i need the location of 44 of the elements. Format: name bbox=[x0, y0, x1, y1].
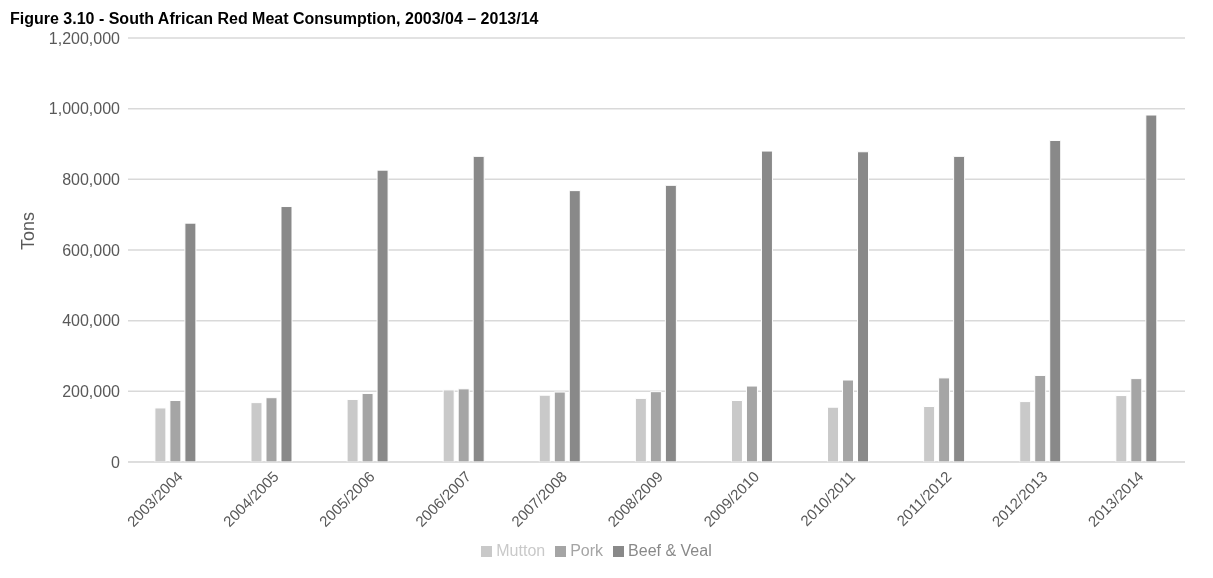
bar bbox=[169, 400, 182, 462]
bar bbox=[938, 377, 951, 462]
bar bbox=[634, 397, 647, 462]
bar bbox=[827, 406, 840, 462]
bar bbox=[1130, 378, 1143, 462]
bar bbox=[664, 184, 677, 462]
bar bbox=[1115, 395, 1128, 462]
bar bbox=[953, 155, 966, 462]
bar bbox=[457, 388, 470, 462]
bar bbox=[442, 389, 455, 462]
bar bbox=[760, 150, 773, 462]
chart-title: Figure 3.10 - South African Red Meat Consumption, 2003/04 – 2013/14 bbox=[9, 9, 540, 29]
bar bbox=[857, 151, 870, 462]
bar bbox=[346, 398, 359, 462]
bar bbox=[842, 379, 855, 462]
bar bbox=[361, 392, 374, 462]
bar bbox=[1145, 114, 1158, 462]
bar bbox=[250, 402, 263, 462]
legend-label: Pork bbox=[570, 542, 604, 559]
bar bbox=[280, 206, 293, 462]
bar bbox=[1034, 374, 1047, 462]
bar bbox=[553, 391, 566, 462]
bar bbox=[184, 222, 197, 462]
bar bbox=[649, 391, 662, 462]
y-tick-label: 1,000,000 bbox=[48, 100, 121, 118]
bar bbox=[1019, 401, 1032, 462]
bar bbox=[265, 397, 278, 462]
bar bbox=[745, 385, 758, 462]
bar bbox=[923, 406, 936, 462]
y-tick-label: 600,000 bbox=[62, 241, 121, 259]
bar bbox=[568, 190, 581, 462]
y-tick-label: 800,000 bbox=[62, 171, 121, 189]
y-axis-title: Tons bbox=[18, 211, 39, 250]
legend-label: Beef & Veal bbox=[628, 542, 712, 559]
bar bbox=[376, 169, 389, 462]
bar bbox=[154, 407, 167, 462]
bar bbox=[1049, 139, 1062, 462]
bar bbox=[472, 155, 485, 462]
y-tick-label: 400,000 bbox=[62, 312, 121, 330]
y-tick-label: 0 bbox=[111, 453, 121, 471]
y-tick-label: 200,000 bbox=[62, 383, 121, 401]
bar bbox=[730, 400, 743, 462]
bar bbox=[538, 394, 551, 462]
y-tick-label: 1,200,000 bbox=[48, 29, 121, 47]
